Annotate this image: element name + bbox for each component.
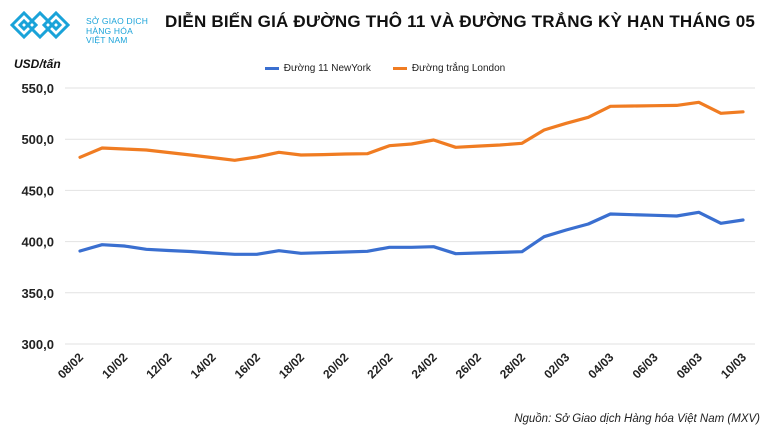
x-tick-label: 20/02 [320, 350, 351, 381]
legend-item-newyork: Đường 11 NewYork [264, 63, 371, 74]
x-tick-label: 10/03 [718, 350, 749, 381]
x-tick-label: 24/02 [409, 350, 440, 381]
x-tick-label: 18/02 [276, 350, 307, 381]
series-line-đường-trắng-london [78, 100, 745, 162]
mxv-logo: SỞ GIAO DỊCH HÀNG HÓA VIỆT NAM [8, 6, 198, 45]
x-tick-label: 08/03 [674, 350, 705, 381]
series-line-đường-11-newyork [78, 210, 745, 256]
y-tick-label: 400,0 [21, 235, 54, 250]
x-tick-label: 06/03 [630, 350, 661, 381]
x-tick-label: 16/02 [232, 350, 263, 381]
legend-label: Đường 11 NewYork [283, 63, 371, 74]
y-tick-label: 550,0 [21, 81, 54, 96]
x-tick-label: 04/03 [585, 350, 616, 381]
y-tick-label: 300,0 [21, 337, 54, 352]
legend-label: Đường trắng London [411, 63, 506, 74]
x-tick-label: 26/02 [453, 350, 484, 381]
logo-text-line: VIỆT NAM [86, 35, 128, 45]
y-tick-label: 350,0 [21, 286, 54, 301]
x-tick-label: 22/02 [364, 350, 395, 381]
source-note: Nguồn: Sở Giao dịch Hàng hóa Việt Nam (M… [514, 413, 760, 425]
x-tick-label: 10/02 [99, 350, 130, 381]
x-tick-label: 12/02 [143, 350, 174, 381]
legend-item-london: Đường trắng London [392, 63, 506, 74]
x-tick-label: 28/02 [497, 350, 528, 381]
legend-swatch [264, 67, 279, 70]
y-tick-label: 450,0 [21, 183, 54, 198]
legend: Đường 11 NewYork Đường trắng London [0, 63, 770, 74]
logo-mark-icon [9, 10, 71, 40]
x-tick-label: 02/03 [541, 350, 572, 381]
y-tick-label: 500,0 [21, 132, 54, 147]
logo-text-line: SỞ GIAO DỊCH [86, 16, 149, 26]
x-tick-label: 14/02 [188, 350, 219, 381]
logo-text-line: HÀNG HÓA [86, 25, 133, 36]
legend-swatch [392, 67, 407, 70]
x-tick-label: 08/02 [55, 350, 86, 381]
y-axis-label: USD/tấn [14, 57, 61, 71]
chart-title: DIỄN BIẾN GIÁ ĐƯỜNG THÔ 11 VÀ ĐƯỜNG TRẮN… [165, 12, 755, 31]
